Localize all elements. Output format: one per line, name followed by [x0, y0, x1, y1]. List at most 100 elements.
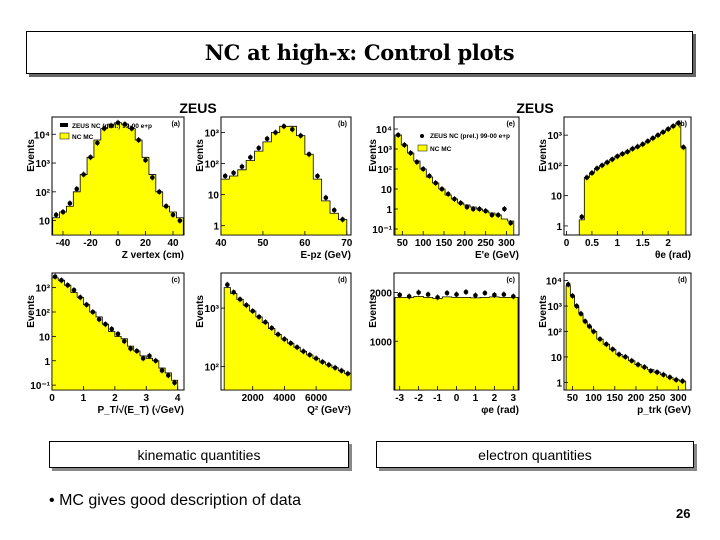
histogram-panel: (c) -3 -2 -1 0 1 2 3 1000 2000 φe (rad) Events: [368, 272, 520, 416]
x-axis-label: P_T/√(E_T) (√GeV): [97, 405, 184, 416]
slide-title-box: NC at high-x: Control plots: [26, 31, 693, 74]
legend-data-marker: [60, 123, 68, 127]
legend-mc-swatch: [59, 132, 70, 140]
legend-mc-swatch: [417, 144, 428, 152]
data-point: [159, 368, 165, 373]
x-tick-label: 100: [415, 238, 432, 249]
x-tick-label: 2: [492, 393, 498, 404]
legend-right-data: ZEUS NC (prel.) 99-00 e+p: [430, 133, 510, 140]
x-tick-label: 6000: [305, 393, 328, 404]
data-point: [464, 204, 470, 210]
y-tick-label: 10³: [205, 129, 220, 140]
data-point: [307, 352, 313, 358]
y-tick-label: 10³: [205, 304, 220, 315]
data-point: [165, 373, 171, 378]
data-point: [172, 380, 177, 385]
histogram-panel: (e) 50 100 150 200 250 300 10⁻¹ 1 10 10² 10³ 10⁴ E'e …: [368, 116, 520, 261]
histogram-panel: (b) 40 50 60 70 1 10 10² 10³ E-pz (GeV) Events: [195, 116, 353, 261]
data-point: [140, 356, 146, 361]
data-point: [239, 164, 245, 169]
y-tick-label: 10³: [36, 159, 51, 170]
data-point: [143, 157, 148, 163]
data-point: [589, 170, 595, 176]
x-tick-label: 20: [140, 238, 152, 249]
panel-label: (e): [506, 121, 515, 128]
data-point: [256, 314, 262, 320]
x-tick-label: 150: [606, 393, 623, 404]
x-tick-label: 1: [615, 238, 621, 249]
data-point: [332, 365, 338, 371]
data-point: [502, 206, 507, 212]
data-point: [492, 292, 497, 298]
data-point: [655, 132, 661, 138]
data-point: [402, 142, 407, 148]
y-tick-label: 10⁴: [546, 277, 562, 288]
data-point: [177, 218, 183, 223]
electron-quantities-label: electron quantities: [376, 441, 694, 468]
y-tick-label: 10³: [378, 145, 393, 156]
figure-right-header: ZEUS: [516, 100, 553, 116]
data-point: [397, 292, 402, 298]
y-tick-label: 1000: [370, 337, 393, 348]
y-tick-label: 10: [39, 217, 51, 228]
data-point: [289, 127, 295, 132]
y-tick-label: 10: [208, 191, 220, 202]
data-point: [339, 368, 344, 373]
data-point: [90, 309, 96, 315]
data-point: [642, 364, 647, 370]
mc-histogram: [394, 296, 519, 391]
data-point: [294, 344, 300, 350]
x-axis-label: Z vertex (cm): [122, 250, 184, 261]
data-point: [587, 324, 592, 329]
data-point: [650, 135, 656, 141]
x-tick-label: 50: [567, 393, 579, 404]
y-tick-label: 10²: [548, 161, 563, 172]
x-tick-label: 150: [436, 238, 453, 249]
x-tick-label: 1: [473, 393, 479, 404]
data-point: [416, 290, 421, 295]
x-tick-label: 100: [585, 393, 602, 404]
y-tick-label: 1: [556, 378, 562, 389]
x-tick-label: -1: [433, 393, 442, 404]
data-point: [477, 206, 482, 212]
data-point: [578, 311, 584, 316]
y-axis-label: Events: [538, 139, 549, 172]
data-point: [231, 290, 236, 295]
data-point: [77, 295, 83, 300]
x-axis-label: p_trk (GeV): [637, 405, 691, 416]
data-point: [483, 208, 488, 214]
data-point: [570, 293, 575, 299]
data-point: [147, 353, 152, 359]
panel-label: (b): [678, 121, 687, 128]
y-tick-label: 10²: [205, 363, 220, 374]
x-tick-label: 50: [257, 238, 269, 249]
y-tick-label: 10⁴: [376, 125, 392, 136]
data-point: [306, 151, 312, 157]
kinematic-quantities-text: kinematic quantities: [137, 446, 261, 463]
y-axis-label: Events: [26, 295, 37, 328]
data-point: [473, 293, 478, 298]
x-tick-label: -3: [395, 393, 404, 404]
legend-left: ZEUS NC (prel.) 99-00 e+p NC MC: [59, 123, 152, 141]
data-point: [264, 136, 270, 142]
data-point: [454, 292, 459, 297]
data-point: [52, 274, 58, 279]
electron-quantities-text: electron quantities: [478, 446, 592, 463]
data-point: [591, 329, 596, 334]
data-point: [115, 120, 121, 126]
x-tick-label: -20: [83, 238, 98, 249]
x-axis-label: φe (rad): [481, 405, 519, 416]
y-tick-label: 1: [213, 222, 219, 233]
data-point: [263, 319, 268, 325]
x-tick-label: 40: [215, 238, 227, 249]
x-tick-label: 4: [175, 393, 181, 404]
y-axis-label: Events: [368, 139, 379, 172]
histogram-panel: (b) 0 0.5 1 1.5 2 1 10 10² 10³ θe (rad) Events: [538, 116, 692, 261]
data-point: [645, 138, 651, 144]
data-point: [489, 212, 495, 218]
y-tick-label: 10²: [36, 188, 51, 199]
data-point: [395, 132, 401, 138]
data-point: [661, 372, 666, 378]
legend-left-mc: NC MC: [72, 134, 94, 141]
